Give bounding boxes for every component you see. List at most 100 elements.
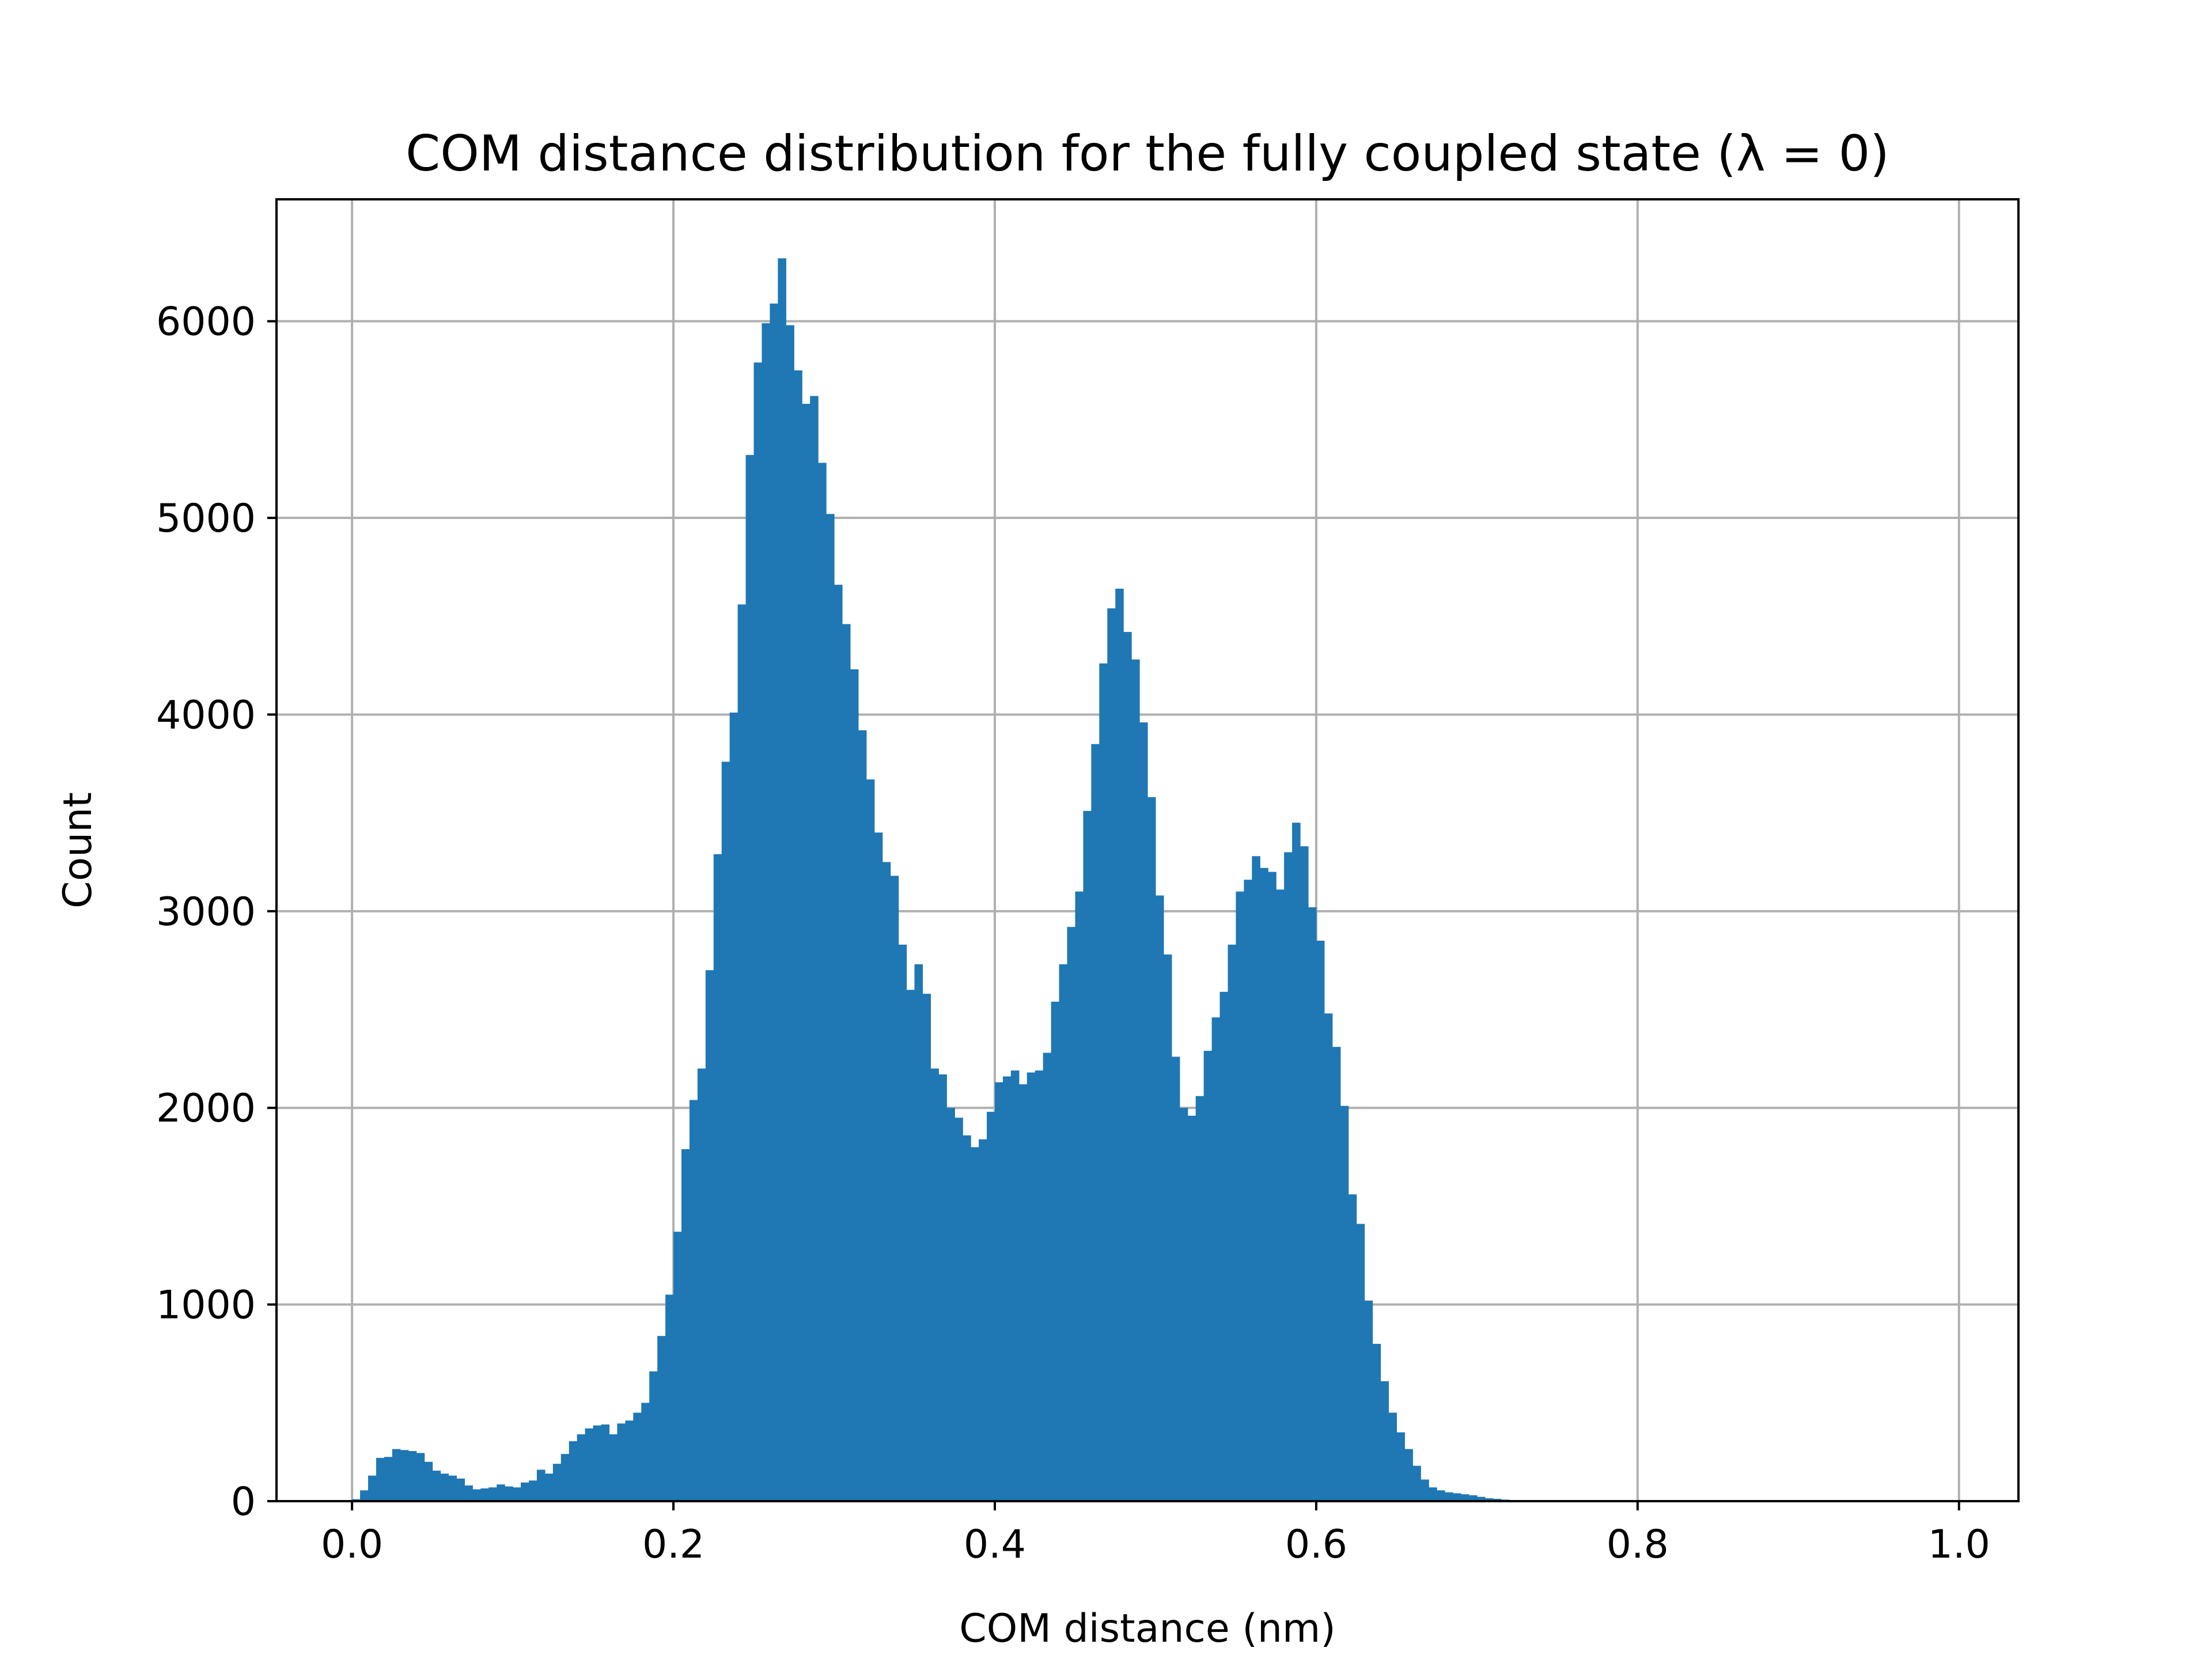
x-tick-label: 1.0 <box>1928 1522 1990 1567</box>
histogram-bar <box>1018 1084 1028 1501</box>
histogram-bar <box>963 1135 971 1501</box>
histogram-bar <box>424 1461 433 1501</box>
histogram-bar <box>786 325 794 1501</box>
histogram-bar <box>721 762 730 1501</box>
histogram-bar <box>585 1428 594 1501</box>
histogram-bar <box>1292 823 1301 1501</box>
y-tick-label: 1000 <box>156 1283 256 1328</box>
histogram-bar <box>392 1449 401 1501</box>
y-axis-label: Count <box>55 792 101 908</box>
histogram-bar <box>1484 1498 1494 1501</box>
histogram-bar <box>922 994 931 1501</box>
histogram-bar <box>360 1490 369 1501</box>
histogram-bar <box>1203 1051 1213 1501</box>
histogram-bar <box>384 1457 393 1501</box>
histogram-bar <box>1123 632 1132 1501</box>
histogram-bar <box>1388 1412 1397 1501</box>
histogram-bar <box>617 1423 626 1501</box>
histogram-bar <box>505 1486 513 1501</box>
histogram-bar <box>1010 1070 1020 1501</box>
histogram-bar <box>697 1068 706 1501</box>
y-tick-label: 5000 <box>156 496 256 541</box>
histogram-bar <box>528 1480 537 1501</box>
histogram-bar <box>1195 1096 1205 1501</box>
histogram-bar <box>1284 852 1293 1501</box>
histogram-bar <box>625 1421 634 1501</box>
histogram-bar <box>1332 1047 1341 1501</box>
histogram-bar <box>1067 927 1076 1501</box>
histogram-bar <box>994 1082 1003 1501</box>
histogram-bar <box>1035 1070 1044 1501</box>
histogram-bar <box>737 604 747 1501</box>
histogram-bar <box>1002 1076 1012 1501</box>
histogram-bar <box>497 1484 505 1501</box>
histogram-bars <box>352 258 1558 1502</box>
histogram-bar <box>826 514 835 1501</box>
histogram-bar <box>472 1489 481 1501</box>
histogram-bar <box>770 303 778 1502</box>
histogram-bar <box>1211 1017 1221 1501</box>
axis-ticks: 0.0 0.2 0.4 0.6 0.8 1.0 0 1000 2000 3000 4000 5000 6… <box>156 300 1990 1567</box>
histogram-bar <box>1043 1052 1052 1501</box>
histogram-bar <box>930 1068 939 1501</box>
histogram-bar <box>1219 991 1229 1501</box>
histogram-bar <box>1163 954 1172 1501</box>
histogram-bar <box>818 463 827 1502</box>
histogram-bar <box>705 970 714 1501</box>
histogram-bar <box>1356 1224 1365 1501</box>
histogram-bar <box>938 1074 947 1501</box>
histogram-bar <box>488 1487 497 1501</box>
histogram-bar <box>552 1464 562 1501</box>
histogram-bar <box>1348 1194 1357 1501</box>
y-tick-label: 2000 <box>156 1086 256 1131</box>
histogram-bar <box>842 624 851 1501</box>
histogram-bar <box>1453 1493 1461 1501</box>
x-axis-label: COM distance (nm) <box>959 1606 1335 1652</box>
histogram-bar <box>858 730 867 1501</box>
histogram-bar <box>432 1471 441 1501</box>
histogram-bar <box>536 1469 546 1501</box>
histogram-bar <box>1429 1487 1437 1501</box>
histogram-bar <box>1364 1300 1373 1501</box>
histogram-bar <box>560 1454 570 1501</box>
histogram-bar <box>1171 1056 1180 1501</box>
histogram-bar <box>1075 891 1084 1501</box>
histogram-bar <box>834 585 843 1502</box>
histogram-bar <box>1300 846 1309 1501</box>
y-tick-label: 0 <box>231 1479 256 1525</box>
histogram-bar <box>1252 856 1260 1501</box>
histogram-bar <box>689 1100 698 1501</box>
histogram-bar <box>1468 1495 1478 1501</box>
histogram-bar <box>778 258 786 1501</box>
histogram-bar <box>1236 891 1244 1501</box>
histogram-bar <box>1131 659 1140 1501</box>
histogram-bar <box>1476 1497 1486 1501</box>
histogram-bar <box>979 1139 987 1501</box>
histogram-bar <box>408 1450 417 1501</box>
y-tick-label: 4000 <box>156 692 256 738</box>
x-tick-label: 0.0 <box>321 1522 383 1567</box>
histogram-bar <box>882 862 891 1501</box>
histogram-bar <box>1260 868 1268 1501</box>
histogram-bar <box>1091 744 1100 1501</box>
histogram-bar <box>657 1336 666 1501</box>
histogram-bar <box>416 1453 425 1501</box>
histogram-bar <box>1099 663 1108 1501</box>
histogram-bar <box>794 370 802 1501</box>
histogram-bar <box>1268 872 1277 1501</box>
histogram-bar <box>368 1475 377 1501</box>
histogram-bar <box>1316 941 1325 1501</box>
histogram-bar <box>729 713 738 1501</box>
histogram-bar <box>890 876 899 1501</box>
histogram-bar <box>1340 1105 1349 1501</box>
histogram-bar <box>1027 1072 1036 1501</box>
histogram-bar <box>753 362 763 1501</box>
histogram-bar <box>1493 1498 1502 1501</box>
chart-title: COM distance distribution for the fully … <box>406 125 1889 183</box>
histogram-bar <box>521 1482 529 1501</box>
histogram-bar <box>480 1488 489 1501</box>
histogram-bar <box>906 990 915 1501</box>
y-tick-label: 3000 <box>156 889 256 935</box>
histogram-bar <box>1244 880 1252 1501</box>
histogram-bar <box>544 1474 554 1501</box>
